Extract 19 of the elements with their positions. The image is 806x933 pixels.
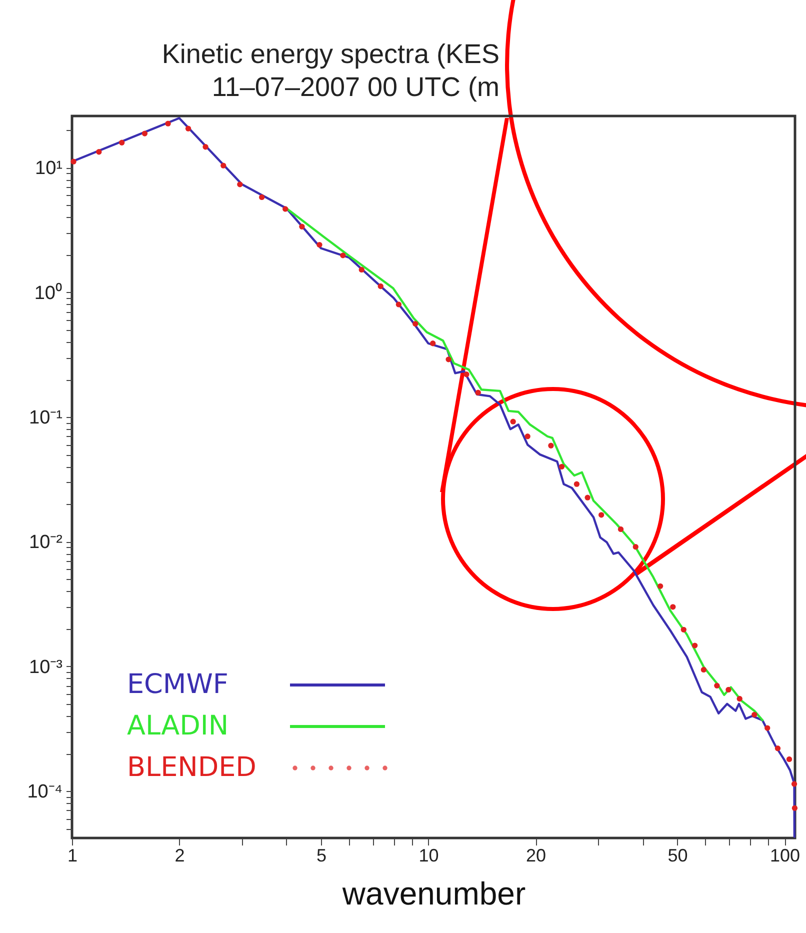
y-tick-label: 10⁰ xyxy=(34,282,62,304)
x-tick-label: 100 xyxy=(770,846,800,866)
x-tick-label: 1 xyxy=(67,846,78,866)
legend-label: ECMWF xyxy=(127,669,228,700)
x-tick-label: 50 xyxy=(668,846,688,866)
chart-subtitle: 11–07–2007 00 UTC (m xyxy=(212,72,500,102)
legend-label: BLENDED xyxy=(127,752,256,783)
x-tick-label: 5 xyxy=(316,846,327,866)
x-tick-label: 2 xyxy=(174,846,185,866)
x-axis-title: wavenumber xyxy=(341,876,526,912)
y-tick-label: 10⁻⁴ xyxy=(27,782,62,803)
y-tick-label: 10⁻³ xyxy=(29,656,62,678)
x-tick-label: 10 xyxy=(418,846,439,866)
legend-label: ALADIN xyxy=(127,710,229,742)
y-tick-label: 10⁻² xyxy=(29,532,62,554)
y-tick-label: 10⁻¹ xyxy=(29,408,62,429)
chart-title: Kinetic energy spectra (KES xyxy=(162,39,500,69)
y-tick-label: 10¹ xyxy=(35,158,62,180)
x-tick-label: 20 xyxy=(526,846,546,866)
